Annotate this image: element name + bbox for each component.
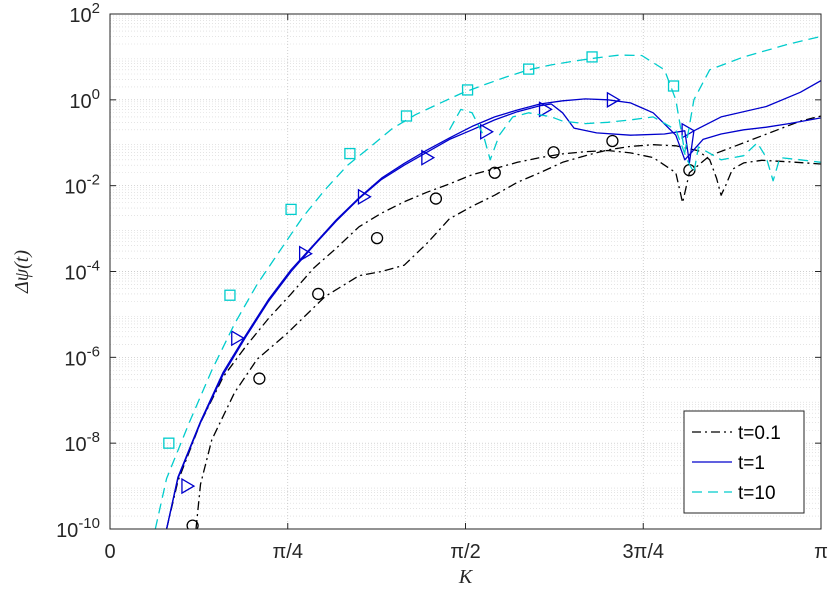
data-point (461, 84, 474, 96)
series-layer (154, 35, 821, 529)
y-tick-label: 100 (69, 86, 100, 113)
x-axis-label: K (458, 566, 474, 588)
series-t=0.1 (165, 115, 821, 529)
data-point (181, 477, 196, 495)
series-line (195, 144, 821, 529)
data-point (667, 80, 680, 92)
data-point (312, 287, 325, 301)
legend-label: t=0.1 (738, 423, 781, 444)
data-point (421, 149, 436, 166)
data-point (538, 101, 553, 118)
data-point (480, 123, 494, 140)
data-point (488, 166, 501, 179)
data-point (400, 110, 413, 122)
series-line (165, 98, 821, 529)
data-point (285, 203, 297, 216)
x-tick-labels: 0 π/4 π/2 3π/4 π (104, 541, 827, 563)
axis-ticks (109, 13, 822, 530)
data-point (186, 519, 199, 529)
y-tick-label: 10-6 (64, 343, 100, 370)
y-tick-labels: 10-10 10-8 10-6 10-4 10-2 100 102 (56, 0, 100, 542)
y-tick-label: 102 (69, 0, 100, 27)
y-axis-label: Δψ(t) (11, 250, 33, 294)
x-tick-label: π/2 (450, 541, 480, 563)
x-tick-label: π (814, 541, 828, 563)
data-point (231, 330, 246, 347)
data-point (224, 289, 236, 301)
data-point (163, 437, 175, 449)
x-tick-label: 3π/4 (622, 541, 664, 563)
data-point (586, 51, 598, 63)
y-tick-label: 10-10 (56, 515, 100, 542)
data-point (523, 63, 535, 75)
y-tick-label: 10-4 (64, 258, 100, 285)
legend: t=0.1 t=1 t=10 (683, 410, 805, 514)
series-t=10 (154, 35, 821, 529)
data-point (298, 245, 313, 262)
data-point (253, 372, 266, 385)
series-line (165, 115, 821, 529)
data-point (344, 147, 356, 160)
data-point (606, 134, 619, 148)
data-point (429, 192, 443, 205)
y-tick-label: 10-2 (64, 172, 100, 199)
x-tick-label: 0 (104, 541, 115, 563)
x-tick-label: π/4 (273, 541, 303, 563)
legend-label: t=1 (738, 453, 765, 474)
series-line (448, 108, 821, 182)
y-tick-label: 10-8 (64, 429, 100, 456)
data-point (606, 91, 621, 108)
data-point (370, 231, 384, 245)
data-point (547, 146, 560, 159)
data-point (357, 188, 372, 205)
legend-label: t=10 (738, 483, 776, 504)
